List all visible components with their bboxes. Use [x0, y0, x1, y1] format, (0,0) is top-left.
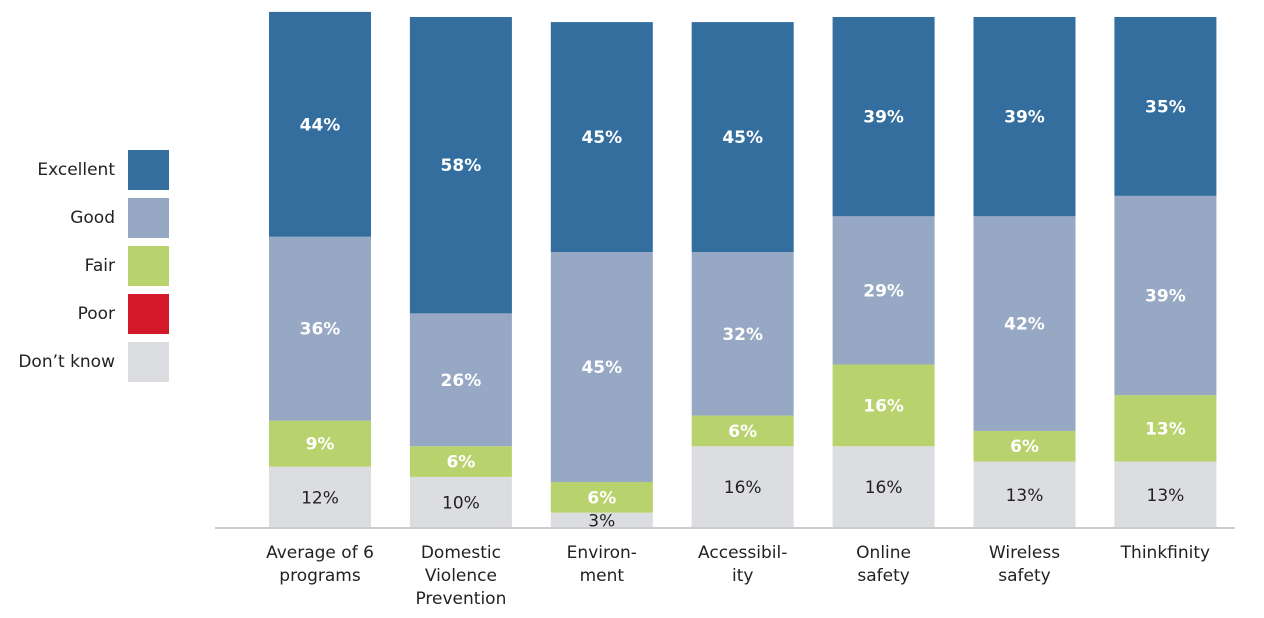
- x-tick-label: Environ-ment: [567, 543, 637, 586]
- bar-segment: [1114, 395, 1217, 462]
- bar-segment: [691, 22, 794, 253]
- value-label: 44%: [300, 115, 341, 135]
- value-label: 35%: [1145, 97, 1186, 117]
- bar-segment: [973, 461, 1076, 528]
- value-label: 39%: [1145, 286, 1186, 306]
- value-label: 10%: [442, 493, 480, 513]
- bar-segment: [832, 216, 935, 365]
- value-label: 45%: [581, 128, 622, 148]
- bar-segment: [550, 252, 653, 483]
- value-label: 32%: [722, 325, 763, 345]
- bar-segment: [409, 476, 512, 528]
- bar-segment: [409, 17, 512, 314]
- bar-segment: [409, 313, 512, 447]
- value-label: 6%: [728, 422, 757, 442]
- value-label: 45%: [581, 358, 622, 378]
- value-label: 13%: [1145, 419, 1186, 439]
- legend-swatch: [128, 150, 169, 190]
- bar-segment: [550, 512, 653, 528]
- bar-segment: [269, 11, 371, 237]
- value-label: 29%: [863, 281, 904, 301]
- legend-swatch: [128, 294, 169, 334]
- bar-segment: [691, 252, 794, 416]
- value-label: 3%: [588, 511, 615, 531]
- legend-label: Fair: [85, 256, 115, 276]
- x-tick-label: Domestic Violence Prevention: [415, 543, 506, 609]
- value-label: 9%: [306, 435, 335, 455]
- bar-segment: [832, 17, 935, 217]
- bar-segment: [832, 364, 935, 447]
- bar-segment: [269, 466, 371, 528]
- bar-segment: [550, 482, 653, 513]
- x-tick-label: Average of 6 programs: [266, 543, 374, 586]
- bar-segment: [269, 420, 371, 467]
- value-label: 16%: [865, 478, 903, 498]
- bar-segment: [409, 446, 512, 477]
- x-tick-label: Online safety: [856, 543, 911, 586]
- bar-segment: [691, 415, 794, 447]
- x-tick-label: Thinkfinity: [1120, 543, 1210, 563]
- x-tick-label: Wireless safety: [989, 543, 1060, 586]
- value-label: 26%: [441, 371, 482, 391]
- bar-segment: [550, 22, 653, 253]
- value-label: 6%: [587, 488, 616, 508]
- value-label: 6%: [446, 453, 475, 473]
- legend-label: Don’t know: [18, 352, 115, 372]
- legend-label: Good: [70, 208, 115, 228]
- bar-segment: [1114, 461, 1217, 528]
- legend-swatch: [128, 342, 169, 382]
- value-label: 13%: [1147, 486, 1185, 506]
- value-label: 58%: [441, 156, 482, 176]
- value-label: 42%: [1004, 315, 1045, 335]
- bar-segment: [269, 236, 371, 421]
- bar-segment: [973, 430, 1076, 462]
- legend-label: Excellent: [37, 160, 115, 180]
- value-label: 13%: [1006, 486, 1044, 506]
- bar-segment: [973, 17, 1076, 217]
- value-label: 39%: [1004, 108, 1045, 128]
- bar-segment: [691, 446, 794, 528]
- value-label: 36%: [300, 320, 341, 340]
- x-tick-label: Accessibil-ity: [698, 543, 787, 586]
- legend-label: Poor: [78, 304, 115, 324]
- value-label: 12%: [301, 488, 339, 508]
- legend-swatch: [128, 246, 169, 286]
- value-label: 6%: [1010, 437, 1039, 457]
- legend-swatch: [128, 198, 169, 238]
- value-label: 39%: [863, 108, 904, 128]
- value-label: 16%: [863, 396, 904, 416]
- bar-segment: [832, 446, 935, 528]
- value-label: 45%: [722, 128, 763, 148]
- value-label: 16%: [724, 478, 762, 498]
- bar-segment: [1114, 17, 1217, 196]
- bar-segment: [973, 216, 1076, 431]
- bar-segment: [1114, 195, 1217, 396]
